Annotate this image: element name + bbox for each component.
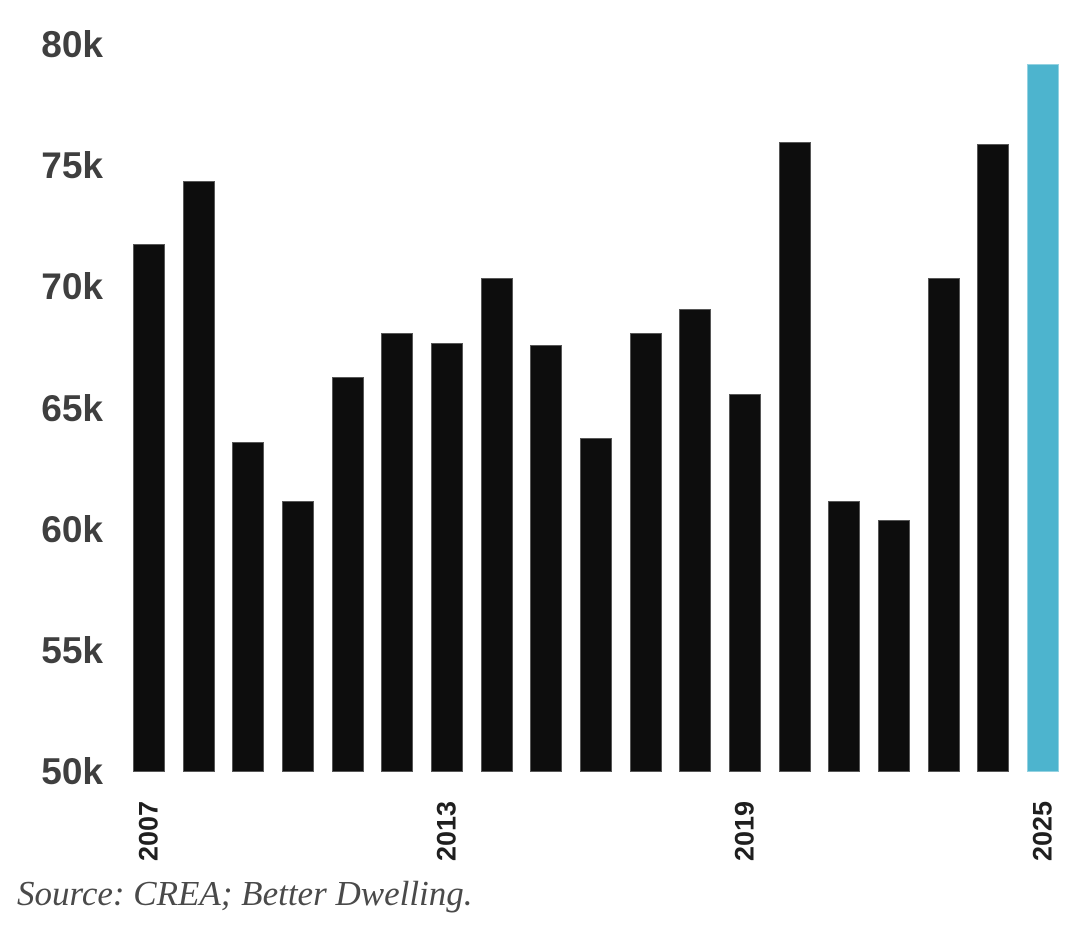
y-tick-80k: 80k <box>41 24 103 65</box>
bar-2010 <box>282 500 314 772</box>
bar-2024 <box>977 144 1010 772</box>
source-caption: Source: CREA; Better Dwelling. <box>17 874 473 913</box>
bar-2011 <box>331 376 364 772</box>
bar-2018 <box>679 309 712 772</box>
bar-2013 <box>431 343 464 772</box>
bar-2014 <box>480 277 513 772</box>
y-tick-75k: 75k <box>41 145 103 187</box>
bar-2008 <box>182 180 215 772</box>
bar-2023 <box>927 277 960 772</box>
bar-2007 <box>133 243 165 772</box>
bar-2020 <box>778 141 811 772</box>
x-tick-2025: 2025 <box>1027 800 1058 862</box>
bar-2025 <box>1027 64 1060 772</box>
bar-2021 <box>828 500 861 772</box>
x-tick-2013: 2013 <box>431 800 462 862</box>
bar-2022 <box>878 519 911 772</box>
y-tick-65k: 65k <box>41 387 103 429</box>
y-tick-70k: 70k <box>41 266 103 308</box>
y-tick-60k: 60k <box>41 508 103 550</box>
y-tick-50k: 50k <box>41 751 103 792</box>
bar-2016 <box>580 437 613 772</box>
x-tick-2007: 2007 <box>133 800 164 862</box>
bar-2017 <box>629 333 662 772</box>
y-tick-55k: 55k <box>41 629 103 671</box>
bar-2012 <box>381 333 414 772</box>
bar-2015 <box>530 345 563 772</box>
bar-2019 <box>729 393 762 772</box>
bar-2009 <box>232 442 265 772</box>
x-tick-2019: 2019 <box>729 800 760 862</box>
